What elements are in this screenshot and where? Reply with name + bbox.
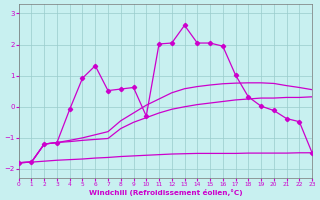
X-axis label: Windchill (Refroidissement éolien,°C): Windchill (Refroidissement éolien,°C) bbox=[89, 189, 242, 196]
